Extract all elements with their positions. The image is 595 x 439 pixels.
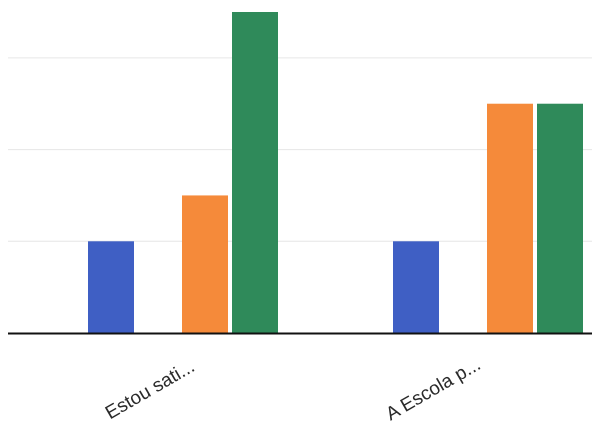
x-tick-labels: Estou sati... A Escola p... <box>102 354 484 425</box>
x-tick-label-1: Estou sati... <box>102 356 198 424</box>
bar-category-1-series-1 <box>88 241 134 333</box>
bar-category-1-series-3 <box>232 12 278 333</box>
bar-category-2-series-2 <box>487 103 533 333</box>
bars <box>88 12 583 333</box>
bar-category-1-series-2 <box>182 195 228 333</box>
bar-category-2-series-3 <box>537 103 583 333</box>
bar-category-2-series-1 <box>393 241 439 333</box>
x-tick-label-2: A Escola p... <box>383 354 485 425</box>
